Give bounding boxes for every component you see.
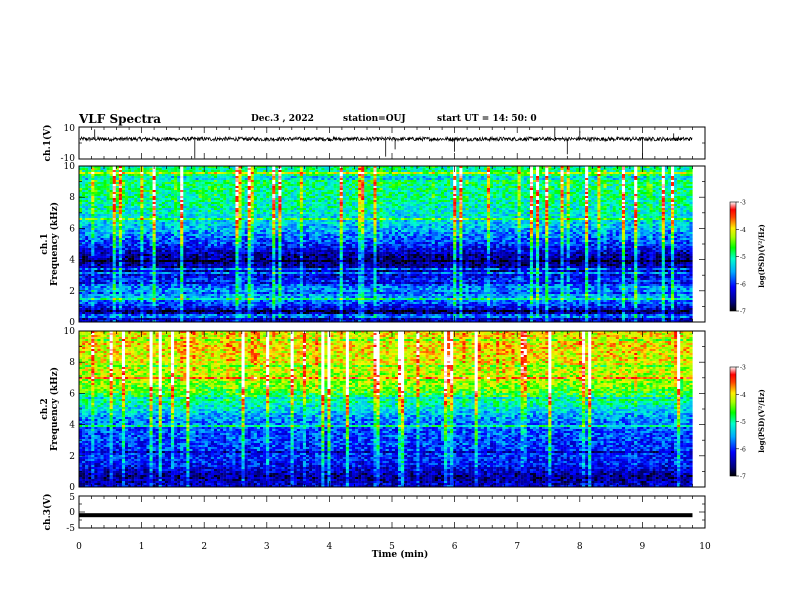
colorbar-ch2-label: log(PSD)(V²/Hz) (757, 389, 766, 453)
colorbar-tick-label: -3 (740, 365, 746, 372)
colorbar-tick-label: -6 (740, 446, 746, 453)
spectrogram-ytick-label: 6 (69, 389, 75, 399)
x-tick-label: 6 (452, 542, 458, 552)
spectrogram-ytick-label: 4 (69, 256, 75, 266)
ch2-spectrogram-image (79, 331, 693, 487)
ch1-waveform-panel: 10 -10 ch.1(V) (42, 124, 705, 164)
colorbar-ch2: -3 -4 -5 -6 -7 log(PSD)(V²/Hz) (730, 365, 766, 481)
x-tick-label: 0 (76, 542, 82, 552)
colorbar-ch1-label: log(PSD)(V²/Hz) (757, 224, 766, 288)
ch2-spectrogram-panel: 0 2 4 6 8 10 ch.2 Frequency (kHz) (40, 327, 705, 493)
x-tick-label: 7 (514, 542, 520, 552)
ch3-ytick-top: 5 (69, 493, 75, 503)
colorbar-ch1: -3 -4 -5 -6 -7 log(PSD)(V²/Hz) (730, 200, 766, 316)
x-tick-label: 10 (699, 542, 711, 552)
colorbar-tick-label: -5 (740, 419, 746, 426)
ch1-ylabel: ch.1(V) (42, 125, 53, 162)
spectrogram-ytick-label: 8 (69, 358, 75, 368)
x-tick-label: 2 (201, 542, 207, 552)
ch2-spectrogram-channel-label: ch.2 (40, 398, 50, 419)
colorbar-tick-label: -7 (740, 474, 746, 481)
spectrogram-ytick-label: 0 (69, 483, 75, 493)
x-tick-label: 8 (577, 542, 583, 552)
ch3-ylabel: ch.3(V) (42, 494, 53, 531)
spectrogram-ytick-label: 10 (64, 162, 76, 172)
colorbar-tick-label: -7 (740, 309, 746, 316)
ch3-ytick-mid: 0 (69, 508, 75, 518)
colorbar-tick-label: -4 (740, 227, 746, 234)
ch2-frequency-label: Frequency (kHz) (49, 367, 60, 451)
ch2-spectrogram-ytick-labels: 0 2 4 6 8 10 (64, 327, 76, 493)
ch3-waveform-line (79, 513, 692, 517)
colorbar-ch1-ticks: -3 -4 -5 -6 -7 (736, 200, 746, 316)
spectrogram-ytick-label: 4 (69, 421, 75, 431)
x-tick-label: 3 (264, 542, 270, 552)
spectrogram-ytick-label: 10 (64, 327, 76, 337)
colorbar-tick-label: -3 (740, 200, 746, 207)
x-tick-label: 9 (640, 542, 646, 552)
x-axis-label: Time (min) (372, 549, 429, 560)
colorbar-tick-label: -5 (740, 254, 746, 261)
ch1-frequency-label: Frequency (kHz) (49, 202, 60, 286)
x-tick-label: 4 (327, 542, 333, 552)
vlf-figure: 10 -10 ch.1(V) 0246810 ch.1 Frequency (k… (0, 0, 792, 612)
ch1-ytick-top: 10 (64, 124, 76, 134)
ch1-spectrogram-image (79, 166, 693, 322)
colorbar-tick-label: -4 (740, 392, 746, 399)
colorbar-tick-label: -6 (740, 281, 746, 288)
colorbar-ch2-ticks: -3 -4 -5 -6 -7 (736, 365, 746, 481)
spectrogram-ytick-label: 2 (69, 287, 75, 297)
spectrogram-ytick-label: 8 (69, 193, 75, 203)
x-tick-label: 1 (139, 542, 145, 552)
spectrogram-ytick-label: 6 (69, 224, 75, 234)
spectrogram-ytick-label: 2 (69, 452, 75, 462)
ch3-waveform-panel: 5 0 -5 ch.3(V) (42, 493, 705, 534)
ch1-spectrogram-channel-label: ch.1 (40, 233, 50, 254)
ch3-ytick-bottom: -5 (66, 524, 75, 534)
